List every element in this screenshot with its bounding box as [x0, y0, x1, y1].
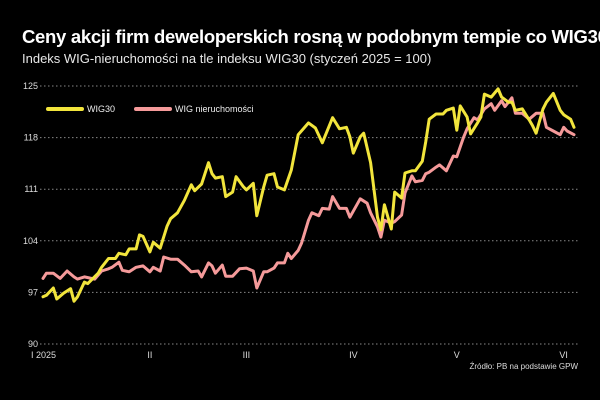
chart-title: Ceny akcji firm deweloperskich rosną w p… — [22, 26, 600, 47]
legend: WIG30 WIG nieruchomości — [46, 104, 254, 114]
y-tick-label: 90 — [28, 339, 38, 349]
y-tick-label: 97 — [28, 287, 38, 297]
x-tick-label: V — [454, 350, 460, 360]
grid — [40, 85, 578, 345]
y-tick-label: 104 — [23, 236, 38, 246]
legend-label: WIG nieruchomości — [175, 104, 254, 114]
y-tick-label: 111 — [24, 184, 38, 194]
source-note: Źródło: PB na podstawie GPW — [469, 362, 579, 371]
x-tick-label: IV — [349, 350, 358, 360]
y-tick-label: 125 — [23, 81, 38, 91]
x-tick-label: I 2025 — [31, 350, 56, 360]
legend-label: WIG30 — [87, 104, 115, 114]
x-tick-label: III — [243, 350, 251, 360]
series-lines — [41, 87, 576, 303]
y-axis: 90 97 104 111 118 125 — [23, 81, 38, 349]
series-line-wig-nieruchomosci — [41, 96, 576, 290]
x-tick-label: II — [147, 350, 152, 360]
x-tick-label: VI — [559, 350, 568, 360]
chart-subtitle: Indeks WIG-nieruchomości na tle indeksu … — [22, 51, 432, 66]
series-line-wig30 — [41, 87, 576, 303]
x-axis: I 2025 II III IV V VI — [31, 350, 568, 360]
y-tick-label: 118 — [24, 133, 38, 143]
